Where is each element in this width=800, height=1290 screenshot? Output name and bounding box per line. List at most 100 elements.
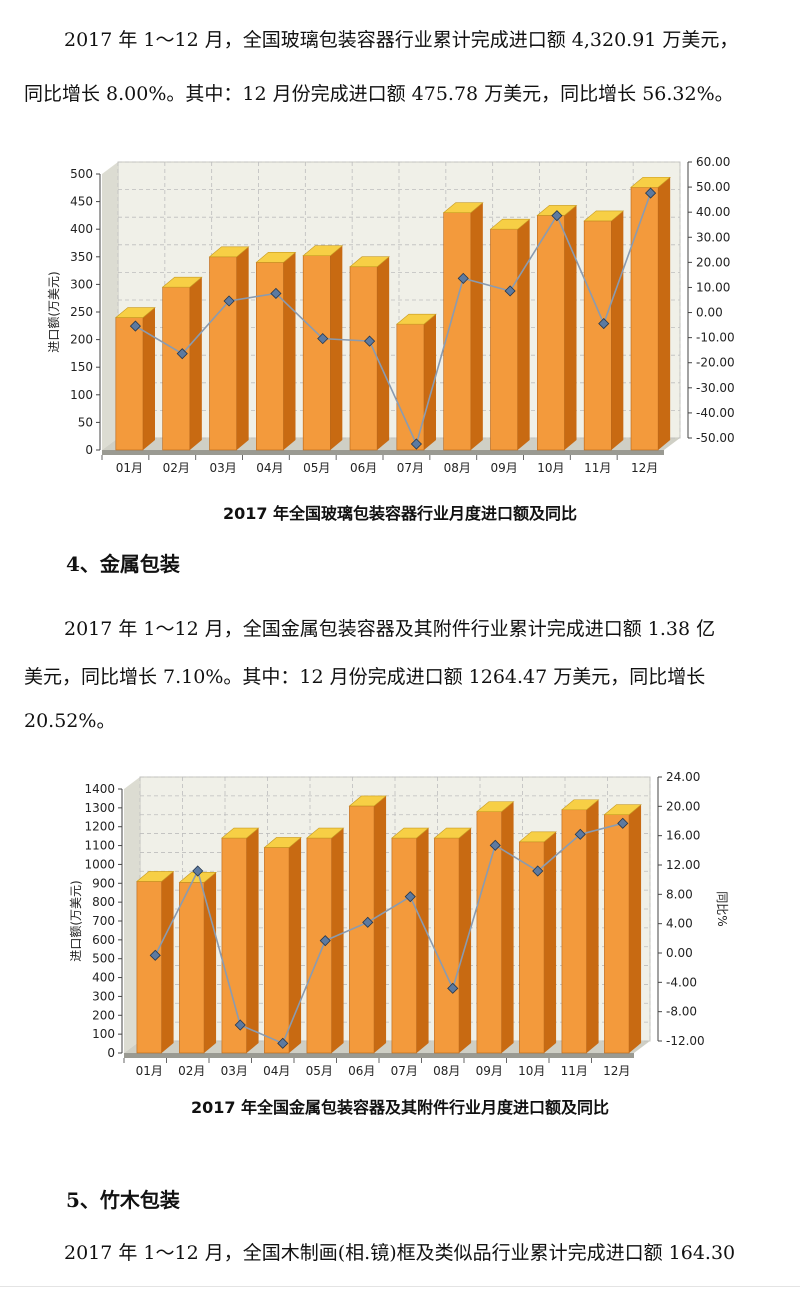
yoy-marker	[574, 828, 586, 840]
bar-top	[221, 827, 260, 839]
x-tick-label: 08月	[433, 1064, 460, 1078]
y2-tick-label: -12.00	[666, 1034, 705, 1048]
y2-tick-label: 16.00	[666, 829, 700, 843]
bar-front	[302, 255, 331, 451]
bar-top	[442, 202, 484, 213]
metal-paragraph-line-1: 2017 年 1～12 月，全国金属包装容器及其附件行业累计完成进口额 1.38…	[64, 618, 716, 640]
yoy-marker	[617, 817, 629, 829]
y-tick-label: 1100	[84, 839, 115, 853]
yoy-marker	[551, 210, 563, 222]
y2-tick-label: 10.00	[696, 280, 730, 294]
bar-top	[603, 804, 642, 815]
bar-top	[255, 252, 297, 263]
yoy-marker	[149, 949, 161, 961]
yoy-marker	[364, 335, 376, 347]
bar-side	[501, 801, 514, 1053]
bar	[306, 827, 345, 1054]
bar-top	[583, 210, 625, 222]
bar-top	[178, 872, 217, 883]
bar	[396, 313, 437, 451]
bar-front	[162, 286, 191, 451]
bar-side	[246, 828, 259, 1053]
x-tick-label: 01月	[136, 1064, 163, 1078]
metal-paragraph-line-2: 美元，同比增长 7.10%。其中：12 月份完成进口额 1264.47 万美元，…	[24, 666, 706, 688]
plot-base	[102, 450, 664, 455]
y-tick-label: 50	[78, 415, 93, 429]
bar-side	[204, 872, 217, 1053]
bar-side	[142, 307, 155, 450]
bar-top	[263, 837, 302, 848]
y-tick-label: 150	[70, 360, 93, 374]
y2-tick-label: -8.00	[666, 1005, 697, 1019]
y2-tick-label: -40.00	[696, 406, 735, 420]
bar	[115, 307, 156, 451]
bar-top	[396, 313, 437, 325]
bar	[349, 256, 390, 451]
y-tick-label: 1000	[84, 857, 115, 871]
bar	[630, 176, 671, 451]
x-tick-label: 09月	[476, 1064, 503, 1078]
x-tick-label: 03月	[221, 1064, 248, 1078]
plot-side-wall	[124, 777, 140, 1053]
x-tick-label: 07月	[397, 461, 424, 475]
y-tick-label: 400	[70, 222, 93, 236]
yoy-marker	[270, 287, 282, 300]
x-tick-label: 06月	[350, 461, 377, 475]
y-tick-label: 350	[70, 250, 93, 264]
bar-side	[459, 828, 472, 1053]
x-tick-label: 03月	[209, 461, 236, 475]
bar-side	[658, 177, 671, 451]
y-tick-label: 0	[85, 443, 93, 457]
bar-front	[604, 814, 630, 1054]
bar-side	[189, 277, 202, 450]
x-tick-label: 04月	[256, 461, 283, 475]
x-tick-label: 12月	[603, 1064, 630, 1078]
y2-tick-label: 60.00	[696, 155, 730, 169]
yoy-marker	[410, 438, 422, 450]
y2-tick-label: 50.00	[696, 180, 730, 194]
x-tick-label: 09月	[490, 461, 517, 475]
y2-tick-label: -30.00	[696, 381, 735, 395]
bar	[348, 795, 387, 1054]
y-tick-label: 250	[70, 305, 93, 319]
bar-side	[377, 256, 390, 450]
bar-front	[519, 841, 545, 1054]
yoy-marker	[176, 348, 188, 360]
bar-front	[583, 220, 612, 451]
bar-front	[136, 881, 162, 1054]
y-tick-label: 500	[92, 952, 115, 966]
yoy-marker	[532, 865, 544, 877]
y2-tick-label: 24.00	[666, 770, 700, 784]
bar	[433, 827, 472, 1054]
glass-chart-title: 2017 年全国玻璃包装容器行业月度进口额及同比	[222, 504, 578, 523]
bar-front	[115, 317, 144, 451]
bar-side	[416, 828, 429, 1053]
y-tick-label: 900	[92, 876, 115, 890]
bar	[391, 827, 430, 1054]
bar-top	[561, 799, 600, 811]
bar	[603, 804, 642, 1054]
x-tick-label: 02月	[178, 1064, 205, 1078]
y-tick-label: 100	[92, 1027, 115, 1041]
bar	[221, 827, 260, 1054]
y-tick-label: 300	[92, 989, 115, 1003]
y-tick-label: 200	[92, 1008, 115, 1022]
bar-front	[434, 837, 460, 1054]
section-heading-metal: 4、金属包装	[66, 552, 180, 576]
bar	[561, 799, 600, 1054]
y-axis-title: 进口额(万美元)	[47, 271, 61, 352]
y2-tick-label: 0.00	[666, 946, 693, 960]
bar-side	[564, 205, 577, 450]
y2-tick-label: 0.00	[696, 306, 723, 320]
glass-paragraph-line-1: 2017 年 1～12 月，全国玻璃包装容器行业累计完成进口额 4,320.91…	[64, 29, 739, 51]
bar	[263, 837, 302, 1054]
y-tick-label: 700	[92, 914, 115, 928]
y-tick-label: 1200	[84, 820, 115, 834]
bar-front	[179, 882, 205, 1054]
bar-side	[331, 828, 344, 1053]
bar-side	[470, 202, 483, 450]
bar-top	[136, 871, 175, 882]
bar-side	[374, 795, 387, 1053]
bar-side	[629, 804, 642, 1053]
y-tick-label: 450	[70, 195, 93, 209]
